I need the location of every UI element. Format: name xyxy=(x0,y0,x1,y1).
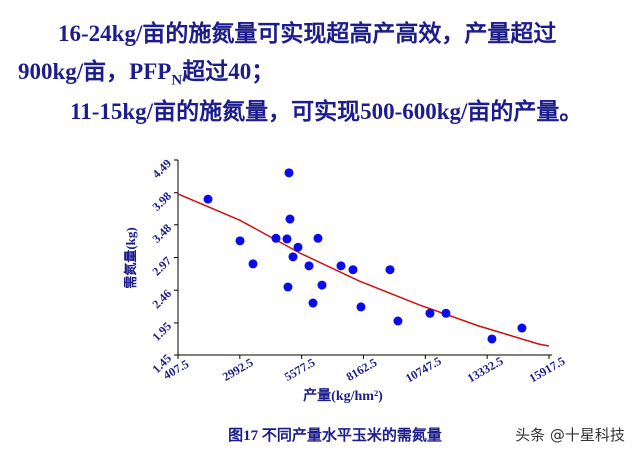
y-axis-label: 需氮量(kg) xyxy=(123,227,138,288)
watermark: 头条 @十星科技 xyxy=(515,426,625,444)
point xyxy=(283,282,293,292)
point xyxy=(293,242,303,252)
point xyxy=(348,265,358,275)
point xyxy=(336,261,346,271)
x-axis-label: 产量(kg/hm²) xyxy=(303,387,383,404)
y-tick-label: 3.48 xyxy=(149,221,174,246)
point xyxy=(248,259,258,269)
point xyxy=(203,194,213,204)
point xyxy=(487,334,497,344)
point xyxy=(425,308,435,318)
watermark-bg xyxy=(505,420,635,448)
x-tick-label: 13332.5 xyxy=(465,354,506,386)
y-tick-label: 3.98 xyxy=(149,189,174,214)
text: 超过40； xyxy=(182,59,275,84)
x-tick-label: 8162.5 xyxy=(344,355,380,384)
point xyxy=(235,236,245,246)
point xyxy=(385,265,395,275)
point xyxy=(285,214,295,224)
point xyxy=(441,308,451,318)
heading-line: 900kg/亩，PFPN超过40； xyxy=(18,52,274,90)
x-tick-label: 15917.5 xyxy=(527,354,568,386)
point xyxy=(313,233,323,243)
y-tick-label: 2.97 xyxy=(149,254,174,279)
x-tick-label: 10747.5 xyxy=(403,354,444,386)
point xyxy=(393,316,403,326)
point xyxy=(271,233,281,243)
point xyxy=(356,302,366,312)
caption: 图17 不同产量水平玉米的需氮量 xyxy=(228,426,442,444)
heading-line: 16-24kg/亩的施氮量可实现超高产高效，产量超过 xyxy=(58,21,557,46)
point xyxy=(284,168,294,178)
y-tick-label: 4.49 xyxy=(149,156,174,181)
point xyxy=(288,252,298,262)
point xyxy=(282,234,292,244)
point xyxy=(304,261,314,271)
x-tick-label: 2992.5 xyxy=(220,355,256,384)
trend-line xyxy=(177,193,550,347)
heading-line: 11-15kg/亩的施氮量，可实现500-600kg/亩的产量。 xyxy=(70,99,583,124)
y-tick-label: 2.46 xyxy=(149,286,174,311)
point xyxy=(317,280,327,290)
point xyxy=(308,298,318,308)
subscript: N xyxy=(171,72,183,89)
x-tick-label: 5577.5 xyxy=(282,355,318,384)
point xyxy=(517,323,527,333)
text: 900kg/亩，PFP xyxy=(18,59,172,84)
y-tick-label: 1.95 xyxy=(149,319,174,344)
